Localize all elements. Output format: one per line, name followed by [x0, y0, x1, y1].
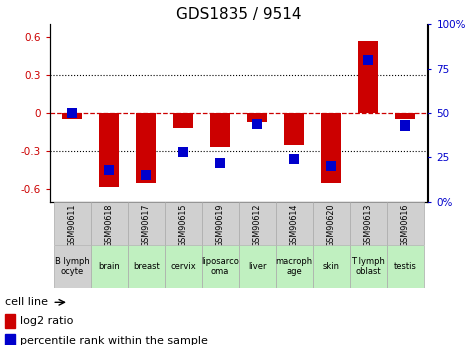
Text: cell line: cell line: [5, 297, 48, 307]
Bar: [173, 113, 193, 128]
Text: log2 ratio: log2 ratio: [20, 316, 73, 326]
Text: testis: testis: [394, 262, 417, 271]
Text: GSM90612: GSM90612: [253, 204, 262, 247]
Bar: [276, 202, 313, 245]
Bar: [91, 202, 128, 245]
Text: macroph
age: macroph age: [276, 257, 313, 276]
Bar: [215, 158, 225, 168]
Bar: [104, 165, 114, 175]
Bar: [62, 113, 82, 119]
Text: breast: breast: [133, 262, 160, 271]
Text: GSM90617: GSM90617: [142, 204, 151, 247]
Bar: [247, 113, 267, 122]
Text: cervix: cervix: [170, 262, 196, 271]
Bar: [289, 154, 299, 164]
Bar: [350, 202, 387, 245]
Bar: [363, 55, 373, 65]
Text: GSM90613: GSM90613: [364, 204, 373, 247]
Bar: [91, 245, 128, 288]
Bar: [178, 147, 188, 157]
Bar: [54, 245, 91, 288]
Text: liver: liver: [248, 262, 266, 271]
Bar: [387, 245, 424, 288]
Bar: [387, 202, 424, 245]
Bar: [165, 245, 202, 288]
Bar: [99, 113, 119, 187]
Title: GDS1835 / 9514: GDS1835 / 9514: [176, 7, 302, 22]
Bar: [321, 113, 342, 183]
Text: liposarco
oma: liposarco oma: [201, 257, 239, 276]
Bar: [395, 113, 416, 119]
Bar: [358, 41, 379, 113]
Bar: [54, 202, 91, 245]
Bar: [128, 245, 165, 288]
Bar: [400, 120, 410, 130]
Text: B lymph
ocyte: B lymph ocyte: [55, 257, 89, 276]
Text: T lymph
oblast: T lymph oblast: [352, 257, 385, 276]
Bar: [128, 202, 165, 245]
Text: percentile rank within the sample: percentile rank within the sample: [20, 336, 208, 345]
Bar: [5, 334, 15, 345]
Bar: [284, 113, 304, 145]
Text: skin: skin: [323, 262, 340, 271]
Bar: [326, 161, 336, 171]
Bar: [210, 113, 230, 147]
Bar: [67, 108, 77, 118]
Bar: [202, 245, 239, 288]
Bar: [5, 314, 15, 328]
Text: GSM90616: GSM90616: [401, 204, 410, 247]
Bar: [238, 245, 276, 288]
Text: brain: brain: [98, 262, 120, 271]
Text: GSM90620: GSM90620: [327, 204, 336, 247]
Text: GSM90614: GSM90614: [290, 204, 299, 247]
Text: GSM90611: GSM90611: [67, 204, 76, 247]
Text: GSM90615: GSM90615: [179, 204, 188, 247]
Bar: [350, 245, 387, 288]
Bar: [141, 170, 152, 180]
Bar: [165, 202, 202, 245]
Bar: [238, 202, 276, 245]
Text: GSM90618: GSM90618: [104, 204, 114, 247]
Bar: [313, 202, 350, 245]
Bar: [136, 113, 156, 183]
Bar: [276, 245, 313, 288]
Text: GSM90619: GSM90619: [216, 204, 225, 247]
Bar: [313, 245, 350, 288]
Bar: [252, 119, 262, 129]
Bar: [202, 202, 239, 245]
